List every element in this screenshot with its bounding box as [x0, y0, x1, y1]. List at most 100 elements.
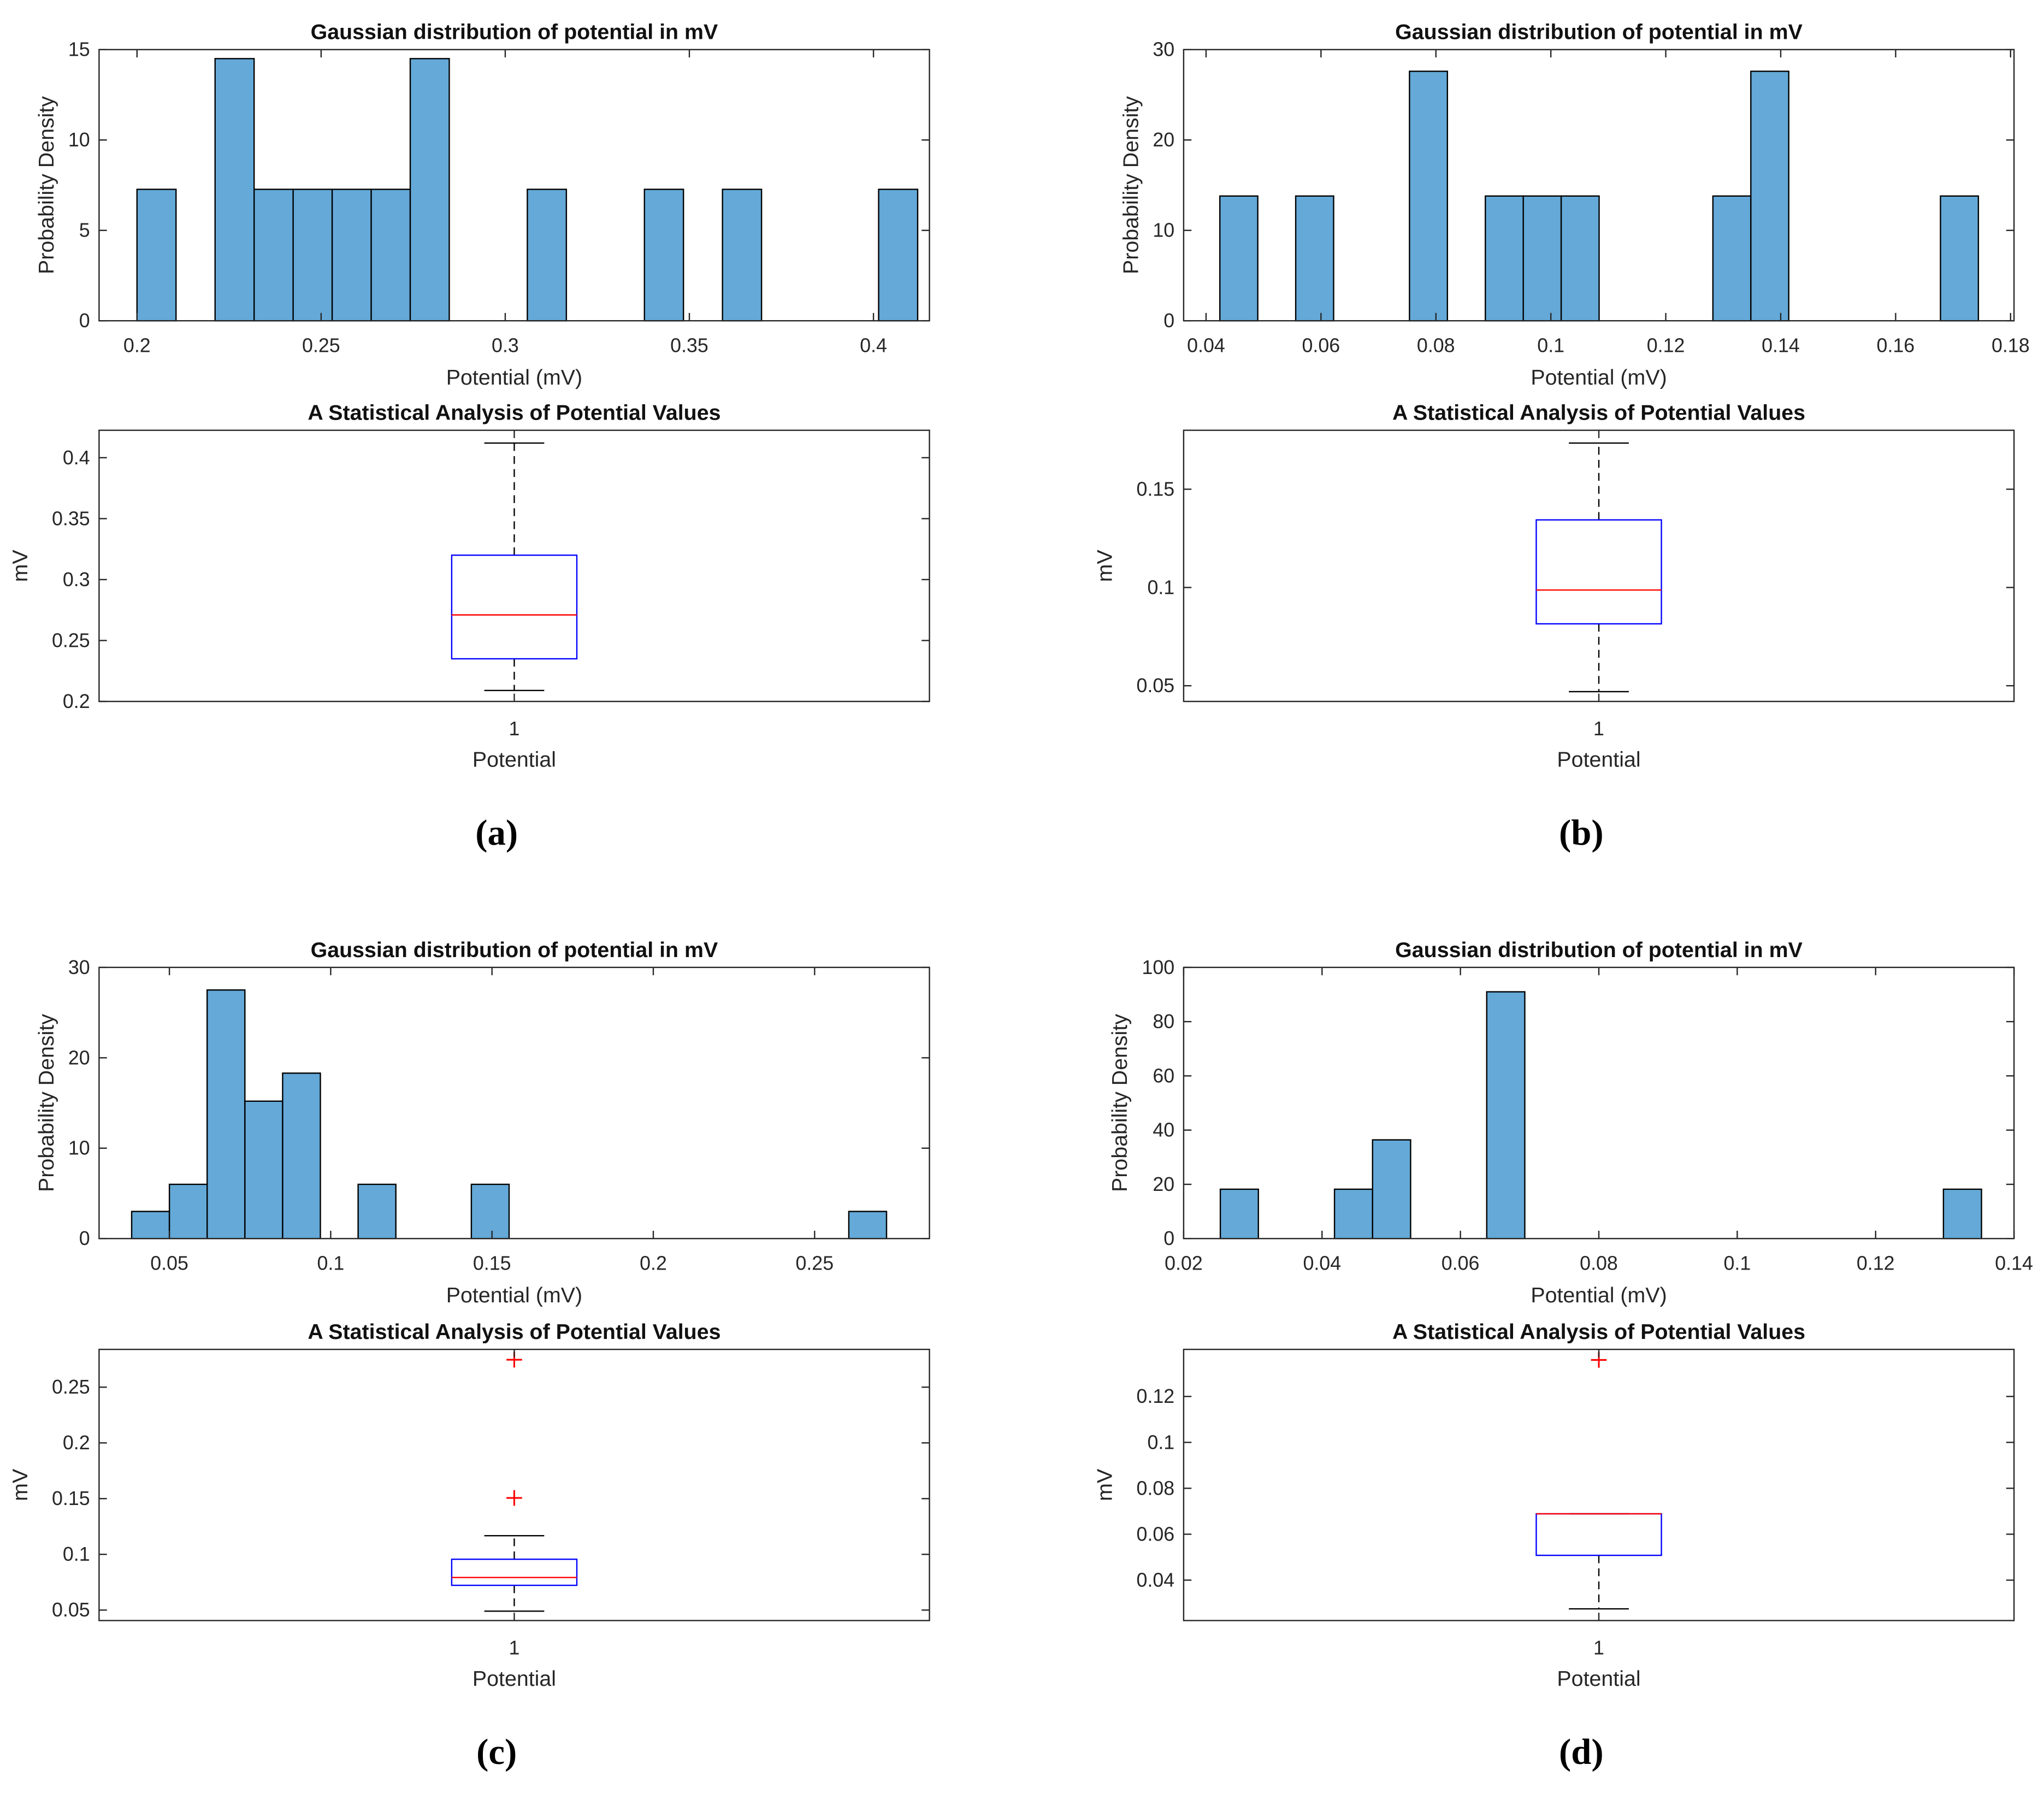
y-tick-label: 40 — [1153, 1119, 1174, 1141]
histogram-chart: 0.05 0.1 0.15 0.2 0.25 0 10 20 30 Gaussian distri… — [34, 938, 930, 1307]
histogram-bar — [370, 188, 411, 322]
x-tick-label: 0.1 — [317, 1253, 345, 1274]
histogram-bar — [244, 1100, 283, 1240]
y-tick-label: 0.15 — [52, 1488, 90, 1509]
chart-title: Gaussian distribution of potential in mV — [1395, 938, 1803, 962]
chart-title: A Statistical Analysis of Potential Valu… — [1392, 1320, 1805, 1344]
x-tick-label: 0.25 — [302, 334, 340, 356]
y-axis-label: mV — [8, 550, 32, 582]
y-axis-label: mV — [8, 1468, 32, 1501]
y-tick-label: 100 — [1142, 957, 1175, 978]
x-tick-label: 0.35 — [670, 334, 708, 356]
y-axis-label: Probability Density — [1108, 1014, 1132, 1192]
boxplot-chart: 1 0.05 0.1 0.15 0.2 0.25 A Statistical Analysi… — [8, 1320, 930, 1691]
histogram-bar — [1940, 195, 1980, 322]
x-tick-label: 1 — [509, 1637, 520, 1659]
x-tick-label: 1 — [509, 718, 520, 740]
x-tick-label: 0.3 — [492, 334, 519, 356]
panel-d: 0.02 0.04 0.06 0.08 0.1 0.12 0.14 0 20 40 60 80 100 G… — [1093, 938, 2033, 1772]
y-tick-label: 0.1 — [1147, 1431, 1174, 1453]
histogram-bar — [292, 188, 333, 322]
box-iqr — [1535, 519, 1662, 625]
panel-b: 0.04 0.06 0.08 0.1 0.12 0.14 0.16 0.18 0 10 20 30 Ga… — [1093, 20, 2030, 853]
y-axis-label: Probability Density — [34, 96, 58, 274]
y-tick-label: 0.2 — [63, 691, 90, 712]
x-tick-label: 0.04 — [1303, 1253, 1341, 1274]
x-tick-label: 0.1 — [1724, 1253, 1751, 1274]
histogram-bar — [1485, 195, 1524, 322]
y-tick-label: 5 — [79, 220, 90, 241]
x-axis-label: Potential — [1557, 1667, 1640, 1691]
y-tick-label: 0 — [1163, 1228, 1174, 1249]
boxplot-chart: 1 0.04 0.06 0.08 0.1 0.12 A Statistical Analys… — [1093, 1320, 2015, 1691]
x-axis-label: Potential — [472, 747, 556, 771]
histogram-bar — [331, 188, 372, 322]
x-tick-label: 0.02 — [1165, 1253, 1203, 1274]
y-axis-label: mV — [1093, 550, 1117, 582]
x-tick-label: 0.25 — [795, 1253, 834, 1274]
chart-title: A Statistical Analysis of Potential Valu… — [308, 401, 720, 425]
y-tick-label: 0 — [79, 1228, 90, 1249]
y-tick-label: 0 — [79, 310, 90, 332]
x-axis-label: Potential (mV) — [1531, 1283, 1667, 1307]
histogram-bar — [1942, 1188, 1982, 1240]
y-tick-label: 30 — [68, 957, 90, 978]
axes-box — [98, 966, 930, 1240]
chart-title: A Statistical Analysis of Potential Valu… — [1392, 401, 1805, 425]
x-axis-label: Potential — [472, 1667, 556, 1691]
panel-a: 0.2 0.25 0.3 0.35 0.4 0 5 10 15 Gaussian distribu… — [8, 20, 930, 853]
y-axis-label: Probability Density — [34, 1014, 58, 1192]
y-tick-label: 20 — [1153, 129, 1174, 151]
panel-c: 0.05 0.1 0.15 0.2 0.25 0 10 20 30 Gaussian distri… — [8, 938, 930, 1772]
histogram-bar — [214, 58, 255, 322]
x-tick-label: 0.18 — [1992, 334, 2030, 356]
y-tick-label: 0.3 — [63, 569, 90, 591]
x-tick-label: 0.06 — [1442, 1253, 1480, 1274]
histogram-bar — [136, 188, 177, 322]
chart-title: Gaussian distribution of potential in mV — [311, 20, 718, 44]
y-tick-label: 0.25 — [52, 1376, 90, 1398]
y-tick-label: 10 — [68, 129, 90, 151]
x-tick-label: 1 — [1593, 718, 1604, 740]
y-tick-label: 0.35 — [52, 507, 90, 529]
y-tick-label: 0.25 — [52, 629, 90, 651]
y-tick-label: 10 — [68, 1137, 90, 1159]
y-tick-label: 0.04 — [1137, 1569, 1175, 1591]
chart-title: Gaussian distribution of potential in mV — [1395, 20, 1803, 44]
x-axis-label: Potential (mV) — [1531, 365, 1667, 390]
histogram-bar — [1295, 195, 1334, 322]
outlier-marker — [506, 1490, 522, 1506]
panel-label: (c) — [476, 1732, 517, 1772]
boxplot-chart: 1 0.05 0.1 0.15 A Statistical Analysis of Po… — [1093, 401, 2015, 771]
y-tick-label: 15 — [68, 39, 90, 61]
y-axis-label: Probability Density — [1119, 96, 1143, 274]
y-tick-label: 0.12 — [1137, 1385, 1175, 1407]
y-tick-label: 0.1 — [1147, 576, 1174, 598]
histogram-bar — [1486, 991, 1526, 1240]
y-tick-label: 0.4 — [63, 447, 90, 469]
x-tick-label: 0.12 — [1857, 1253, 1895, 1274]
chart-title: A Statistical Analysis of Potential Valu… — [308, 1320, 720, 1344]
histogram-bar — [1750, 70, 1789, 322]
histogram-bar — [1712, 195, 1752, 322]
histogram-bar — [168, 1183, 208, 1240]
axes-box — [1183, 966, 2015, 1240]
axes-box — [1183, 429, 2015, 703]
y-tick-label: 60 — [1153, 1065, 1174, 1087]
histogram-bar — [878, 188, 919, 322]
histogram-bar — [357, 1183, 397, 1240]
histogram-bar — [470, 1183, 510, 1240]
y-tick-label: 10 — [1153, 220, 1174, 241]
y-tick-label: 30 — [1153, 39, 1174, 61]
histogram-bar — [1372, 1139, 1411, 1240]
axes-box — [1183, 1348, 2015, 1621]
y-tick-label: 0.05 — [1137, 675, 1175, 697]
histogram-chart: 0.04 0.06 0.08 0.1 0.12 0.14 0.16 0.18 0 10 20 30 Ga… — [1119, 20, 2029, 390]
boxplot-chart: 1 0.2 0.25 0.3 0.35 0.4 A Statistical Analysis… — [8, 401, 930, 771]
y-tick-label: 80 — [1153, 1011, 1174, 1032]
x-tick-label: 0.06 — [1302, 334, 1340, 356]
x-tick-label: 0.12 — [1647, 334, 1685, 356]
histogram-bar — [206, 989, 246, 1240]
y-tick-label: 0 — [1163, 310, 1174, 332]
